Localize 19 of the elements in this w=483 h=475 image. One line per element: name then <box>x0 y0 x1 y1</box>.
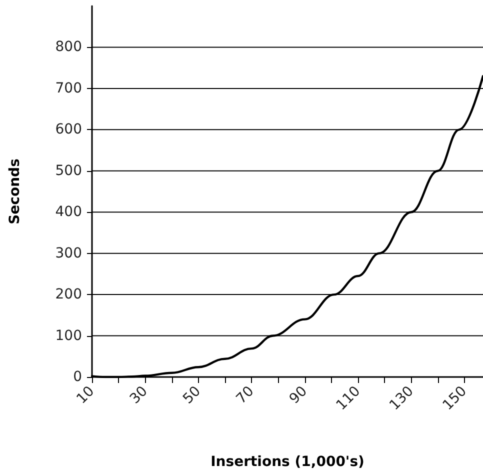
x-tick-label: 50 <box>180 383 204 408</box>
x-tick-label: 130 <box>386 383 417 414</box>
y-tick-label: 200 <box>55 286 82 303</box>
y-tick-label: 400 <box>55 204 82 220</box>
x-tick-label: 10 <box>74 383 98 408</box>
x-tick-label: 30 <box>126 383 151 408</box>
y-tick-label: 500 <box>55 162 82 179</box>
y-tick-label: 800 <box>55 39 82 56</box>
x-tick-label: 70 <box>233 383 258 408</box>
y-tick-label: 600 <box>55 122 82 138</box>
y-tick-label: 100 <box>55 328 82 344</box>
y-tick-label: 300 <box>55 245 82 262</box>
y-tick-label: 700 <box>55 80 82 96</box>
x-tick-label: 110 <box>333 383 364 414</box>
x-tick-label: 90 <box>286 383 310 408</box>
x-axis-title: Insertions (1,000's) <box>210 454 364 470</box>
x-tick-label: 150 <box>440 383 470 414</box>
y-tick-label: 0 <box>73 369 82 385</box>
y-axis-title: Seconds <box>7 158 23 224</box>
